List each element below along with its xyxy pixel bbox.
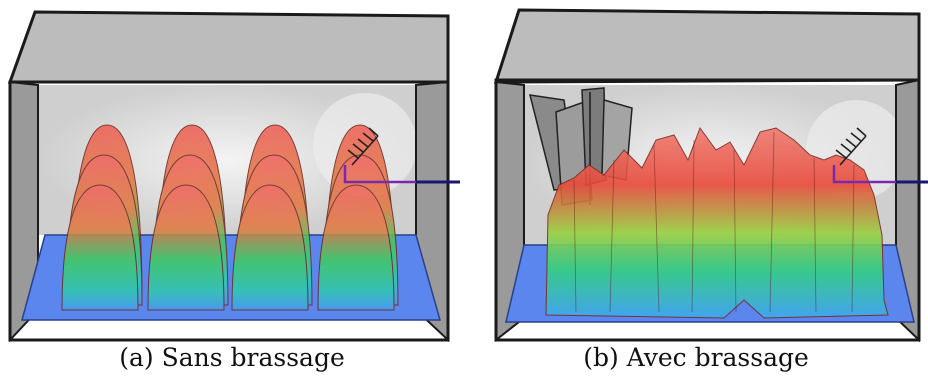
stirred-field xyxy=(545,126,889,319)
antenna-icon xyxy=(347,127,379,166)
cavity-illustration-b xyxy=(493,8,928,343)
field-lobes-a xyxy=(61,124,399,311)
antenna-feed xyxy=(832,165,896,184)
panel-without-stirring: (a) Sans brassage xyxy=(7,10,460,372)
cavity-illustration-a xyxy=(7,10,460,343)
caption-b: (b) Avec brassage xyxy=(583,343,809,372)
panel-with-stirring: (b) Avec brassage xyxy=(464,0,928,392)
antenna-icon xyxy=(835,127,867,166)
caption-a: (a) Sans brassage xyxy=(119,343,345,372)
antenna-feed xyxy=(343,165,416,184)
